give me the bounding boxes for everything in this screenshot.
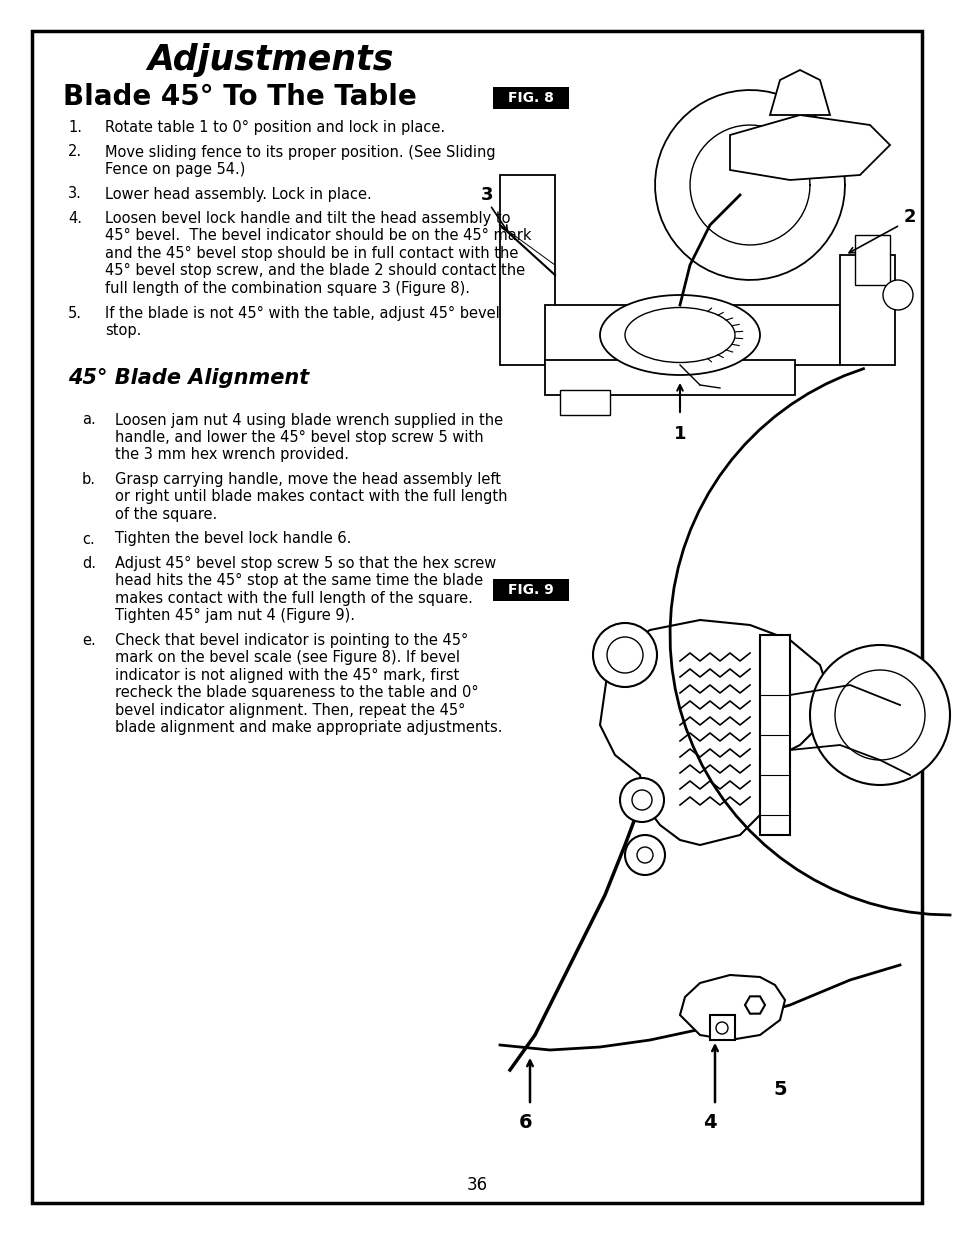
Ellipse shape — [624, 308, 734, 363]
Text: 2: 2 — [902, 207, 915, 226]
Text: Grasp carrying handle, move the head assembly left
or right until blade makes co: Grasp carrying handle, move the head ass… — [115, 472, 507, 522]
Text: Adjust 45° bevel stop screw 5 so that the hex screw
head hits the 45° stop at th: Adjust 45° bevel stop screw 5 so that th… — [115, 556, 496, 624]
Text: Lower head assembly. Lock in place.: Lower head assembly. Lock in place. — [105, 186, 372, 201]
Circle shape — [619, 778, 663, 823]
Text: 45° Blade Alignment: 45° Blade Alignment — [68, 368, 309, 388]
Text: d.: d. — [82, 556, 96, 571]
Bar — [493, 579, 568, 601]
Text: Rotate table 1 to 0° position and lock in place.: Rotate table 1 to 0° position and lock i… — [105, 120, 445, 135]
Bar — [544, 305, 840, 366]
Circle shape — [593, 622, 657, 687]
Polygon shape — [769, 70, 829, 115]
Text: 6: 6 — [518, 1113, 533, 1132]
Text: Check that bevel indicator is pointing to the 45°
mark on the bevel scale (see F: Check that bevel indicator is pointing t… — [115, 634, 502, 735]
Bar — [854, 235, 889, 285]
Text: 3.: 3. — [68, 186, 82, 201]
Circle shape — [606, 637, 642, 673]
Bar — [840, 254, 894, 366]
Bar — [709, 1015, 734, 1040]
Text: a.: a. — [82, 412, 95, 427]
Text: FIG. 9: FIG. 9 — [508, 583, 554, 597]
Circle shape — [624, 835, 664, 876]
Text: 1: 1 — [673, 425, 685, 443]
Text: Blade 45° To The Table: Blade 45° To The Table — [63, 83, 416, 111]
Circle shape — [809, 645, 949, 785]
Text: 5.: 5. — [68, 305, 82, 321]
Text: 36: 36 — [466, 1176, 487, 1194]
Text: 3: 3 — [480, 186, 493, 204]
Polygon shape — [599, 620, 829, 845]
Polygon shape — [729, 115, 889, 180]
Text: Loosen bevel lock handle and tilt the head assembly to
45° bevel.  The bevel ind: Loosen bevel lock handle and tilt the he… — [105, 211, 531, 295]
Text: Adjustments: Adjustments — [147, 43, 393, 77]
Bar — [559, 390, 609, 415]
Circle shape — [637, 847, 652, 863]
Text: e.: e. — [82, 634, 95, 648]
Text: Move sliding fence to its proper position. (See Sliding
Fence on page 54.): Move sliding fence to its proper positio… — [105, 144, 496, 177]
Polygon shape — [679, 974, 784, 1040]
Text: 2.: 2. — [68, 144, 82, 159]
Text: 5: 5 — [772, 1079, 786, 1099]
Circle shape — [834, 671, 924, 760]
Circle shape — [631, 790, 651, 810]
Bar — [493, 86, 568, 109]
Text: FIG. 8: FIG. 8 — [508, 91, 554, 105]
Text: c.: c. — [82, 531, 94, 547]
Text: Loosen jam nut 4 using blade wrench supplied in the
handle, and lower the 45° be: Loosen jam nut 4 using blade wrench supp… — [115, 412, 502, 462]
Bar — [544, 359, 794, 395]
Bar — [760, 635, 789, 835]
Ellipse shape — [599, 295, 760, 375]
Polygon shape — [744, 997, 764, 1014]
Text: b.: b. — [82, 472, 96, 487]
Circle shape — [716, 1023, 727, 1034]
Text: 4: 4 — [702, 1113, 716, 1132]
Bar — [499, 175, 555, 366]
Circle shape — [882, 280, 912, 310]
Text: 1.: 1. — [68, 120, 82, 135]
Text: Tighten the bevel lock handle 6.: Tighten the bevel lock handle 6. — [115, 531, 351, 547]
Text: If the blade is not 45° with the table, adjust 45° bevel
stop.: If the blade is not 45° with the table, … — [105, 305, 499, 338]
Text: 4.: 4. — [68, 211, 82, 226]
